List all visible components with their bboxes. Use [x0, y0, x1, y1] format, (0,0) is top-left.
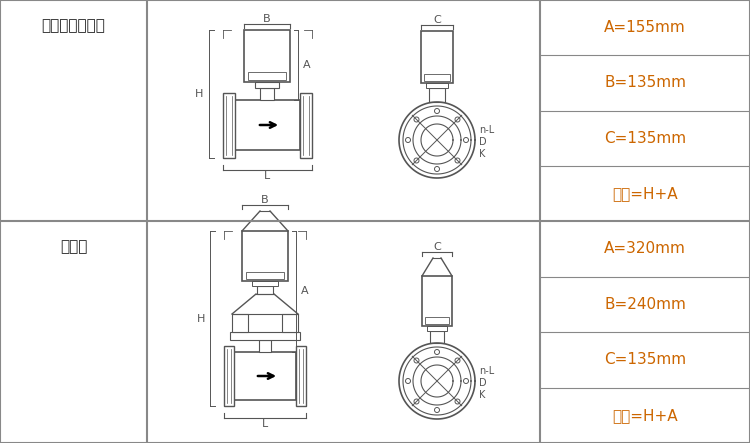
Text: L: L — [264, 171, 270, 180]
Bar — [260, 88, 274, 100]
Text: D: D — [479, 137, 487, 147]
Text: L: L — [262, 419, 268, 429]
Circle shape — [455, 399, 460, 404]
Circle shape — [455, 358, 460, 363]
Text: A=320mm: A=320mm — [604, 241, 686, 256]
Text: A=155mm: A=155mm — [604, 20, 686, 35]
Circle shape — [414, 158, 419, 163]
Bar — [234, 352, 296, 400]
Text: C: C — [433, 242, 441, 252]
Text: D: D — [479, 378, 487, 388]
Bar — [248, 72, 286, 80]
Bar — [426, 83, 448, 88]
Polygon shape — [232, 294, 298, 314]
Text: B=240mm: B=240mm — [604, 297, 686, 312]
Bar — [429, 88, 445, 102]
Bar — [257, 286, 273, 294]
Bar — [230, 332, 300, 340]
Bar — [425, 317, 449, 324]
Text: C=135mm: C=135mm — [604, 131, 686, 146]
Bar — [244, 30, 290, 82]
Bar — [296, 346, 306, 406]
Text: 无通讯或分体型: 无通讯或分体型 — [41, 18, 106, 33]
Text: 一体型: 一体型 — [60, 239, 87, 254]
Circle shape — [434, 109, 439, 113]
Bar — [255, 82, 279, 88]
Bar — [224, 346, 234, 406]
Text: K: K — [479, 149, 485, 159]
Bar — [427, 326, 447, 331]
Bar — [422, 276, 452, 326]
Bar — [232, 314, 248, 332]
Bar — [246, 272, 284, 279]
Bar — [430, 331, 444, 343]
Circle shape — [434, 408, 439, 412]
Text: A: A — [301, 287, 309, 296]
Bar — [242, 231, 288, 281]
Bar — [259, 340, 271, 352]
Text: H: H — [196, 314, 205, 323]
Bar — [282, 314, 298, 332]
Text: H: H — [195, 89, 203, 99]
Bar — [235, 100, 299, 150]
Circle shape — [434, 350, 439, 354]
Bar — [223, 93, 235, 158]
Text: 总高=H+A: 总高=H+A — [612, 186, 678, 201]
Text: B: B — [263, 14, 271, 24]
Bar — [424, 74, 450, 81]
Text: n-L: n-L — [479, 125, 494, 135]
Circle shape — [455, 117, 460, 122]
Text: K: K — [479, 390, 485, 400]
Circle shape — [464, 137, 469, 143]
Text: A: A — [303, 60, 310, 70]
Text: B=135mm: B=135mm — [604, 75, 686, 90]
Circle shape — [406, 378, 410, 384]
Circle shape — [455, 158, 460, 163]
Text: C: C — [433, 15, 441, 25]
Text: n-L: n-L — [479, 366, 494, 376]
Bar — [299, 93, 311, 158]
Circle shape — [406, 137, 410, 143]
Text: 总高=H+A: 总高=H+A — [612, 408, 678, 423]
Circle shape — [414, 358, 419, 363]
Bar — [252, 281, 278, 286]
Circle shape — [414, 117, 419, 122]
Circle shape — [464, 378, 469, 384]
Circle shape — [434, 167, 439, 171]
Text: B: B — [261, 195, 268, 205]
Circle shape — [414, 399, 419, 404]
Text: C=135mm: C=135mm — [604, 352, 686, 367]
Bar — [421, 31, 453, 83]
